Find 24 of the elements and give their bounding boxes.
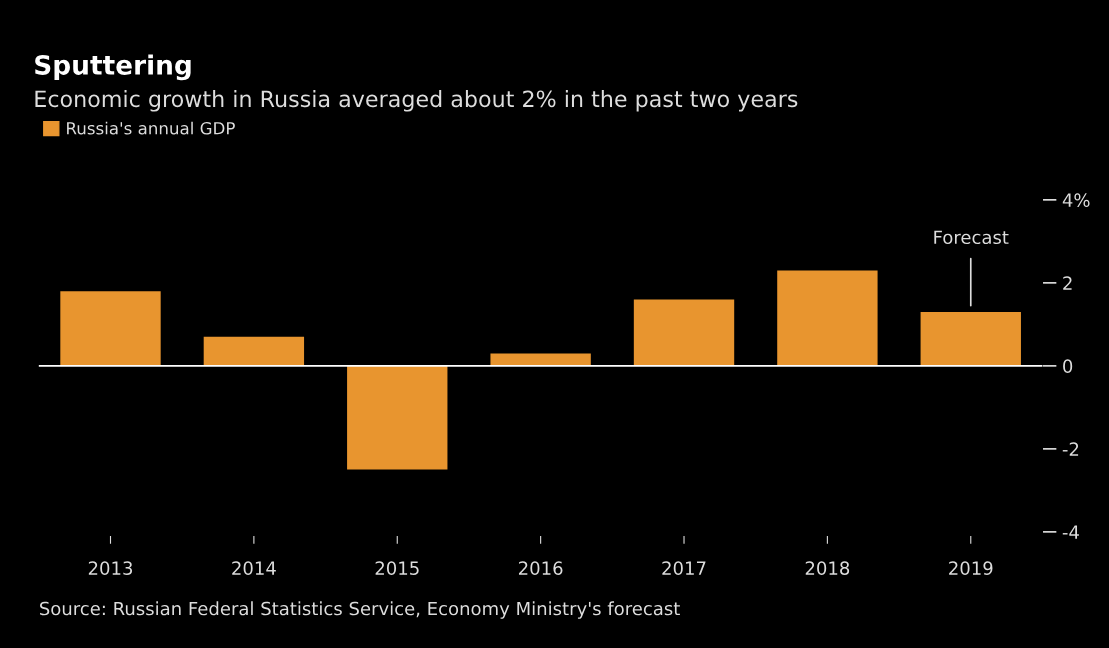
x-tick-label: 2014 bbox=[232, 561, 276, 575]
bar bbox=[920, 311, 1021, 366]
chart-title: Sputtering bbox=[35, 54, 191, 81]
x-tick-label: 2016 bbox=[518, 561, 563, 575]
y-tick-label: 4% bbox=[1062, 193, 1090, 207]
annotation: Forecast bbox=[934, 230, 1009, 245]
bar bbox=[633, 299, 735, 366]
x-tick-label: 2013 bbox=[88, 561, 133, 575]
legend-label: Russia's annual GDP bbox=[67, 121, 235, 135]
y-tick-label: -2 bbox=[1062, 442, 1079, 456]
chart-subtitle: Economic growth in Russia averaged about 2% in the past two years bbox=[35, 90, 798, 112]
y-tick-label: -4 bbox=[1062, 525, 1079, 539]
bar bbox=[203, 336, 305, 366]
x-tick-label: 2015 bbox=[375, 561, 419, 575]
bar bbox=[777, 270, 878, 366]
x-tick-label: 2017 bbox=[662, 561, 706, 575]
x-tick-label: 2019 bbox=[949, 561, 993, 575]
x-tick-label: 2018 bbox=[805, 561, 850, 575]
bar bbox=[490, 353, 591, 366]
y-tick-label: 2 bbox=[1063, 276, 1072, 290]
y-tick-label: 0 bbox=[1063, 359, 1073, 373]
bar bbox=[347, 365, 448, 470]
bar bbox=[60, 291, 161, 366]
source-note: Source: Russian Federal Statistics Service, Economy Ministry's forecast bbox=[40, 601, 680, 619]
